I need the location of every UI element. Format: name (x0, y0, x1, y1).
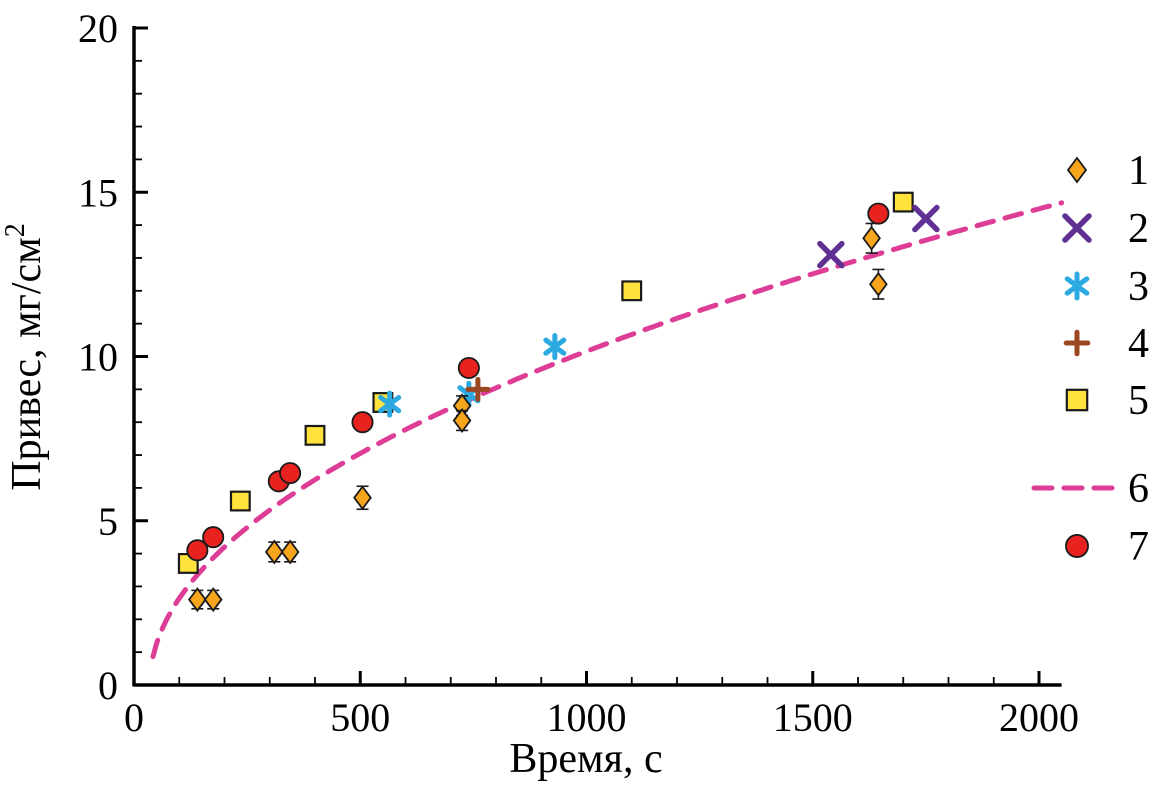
x-tick-label: 1500 (773, 695, 853, 740)
x-tick-label: 500 (330, 695, 390, 740)
diamond-shape (187, 587, 207, 613)
legend-label: 4 (1128, 321, 1149, 367)
diamond-shape (452, 408, 472, 434)
series-1-point (280, 539, 300, 565)
series-7 (186, 202, 890, 562)
square-shape (1065, 388, 1089, 412)
circle-shape (867, 202, 890, 225)
circle-shape (351, 411, 374, 434)
series-5-point (892, 191, 914, 213)
series-1-point (353, 485, 372, 511)
legend-item-2: 2 (1062, 206, 1149, 252)
square-shape (892, 191, 914, 213)
square-shape (621, 280, 643, 302)
series-5-point (621, 280, 643, 302)
legend-label: 6 (1128, 466, 1149, 512)
legend-x-icon (1062, 213, 1092, 243)
diamond-shape (862, 225, 881, 251)
legend-label: 1 (1128, 148, 1149, 194)
legend-item-1: 1 (1066, 148, 1149, 194)
y-tick-label: 10 (78, 335, 118, 380)
legend-item-5: 5 (1065, 378, 1149, 424)
series-1-point (187, 587, 207, 613)
x-shape (817, 240, 845, 269)
x-shape (1062, 213, 1092, 243)
series-1-point (203, 587, 223, 613)
series-5-point (304, 424, 326, 446)
series-1 (187, 222, 888, 613)
y-tick-label: 20 (78, 6, 118, 51)
legend-item-6: 6 (1031, 466, 1149, 512)
series-2-point (912, 204, 940, 233)
legend-item-3: 3 (1064, 264, 1149, 310)
x-tick-label: 1000 (547, 695, 627, 740)
x-tick-label: 0 (124, 695, 144, 740)
diamond-shape (353, 485, 372, 511)
x-axis-title: Время, с (509, 736, 662, 782)
diamond-shape (868, 271, 888, 297)
legend-asterisk-icon (1064, 271, 1090, 301)
series-3-point (378, 390, 402, 418)
series-3-point (543, 333, 567, 361)
diamond-shape (264, 539, 284, 565)
circle-shape (1065, 534, 1089, 558)
circle-shape (202, 526, 225, 549)
legend-label: 2 (1128, 206, 1149, 252)
legend-circle-icon (1065, 534, 1089, 558)
series-1-point (868, 271, 888, 297)
square-shape (229, 490, 251, 512)
diamond-shape (1066, 156, 1088, 184)
series-7-point (867, 202, 890, 225)
y-axis-title-main: Привес, мг/см (4, 237, 50, 490)
asterisk-shape (378, 395, 402, 414)
asterisk-shape (1064, 276, 1090, 296)
series-7-point (457, 356, 480, 380)
circle-shape (457, 356, 480, 380)
series-7-point (186, 539, 209, 562)
series-1-point (264, 539, 284, 565)
circle-shape (279, 462, 302, 485)
legend-item-4: 4 (1063, 321, 1149, 367)
series-4-point (465, 376, 491, 402)
series-3 (378, 333, 567, 418)
fit-curve (150, 200, 1065, 660)
series-4 (465, 376, 491, 402)
y-tick-label: 5 (98, 499, 118, 544)
square-shape (304, 424, 326, 446)
series-2 (817, 204, 940, 269)
series-1-point (862, 225, 881, 251)
series-1-point (452, 408, 472, 434)
legend: 1 2 3 4 5 6 7 (1031, 148, 1149, 570)
legend-item-7: 7 (1065, 524, 1149, 570)
y-axis-title-superscript: 2 (0, 223, 31, 237)
plot-area (150, 191, 1065, 660)
x-shape (912, 204, 940, 233)
series-7-point (202, 526, 225, 549)
series-5 (177, 191, 914, 574)
y-tick-label: 0 (98, 663, 118, 708)
series-7-point (351, 411, 374, 434)
circle-shape (186, 539, 209, 562)
y-tick-label: 15 (78, 170, 118, 215)
axes: 0 500 1000 1500 2000 0 5 10 15 20 Время, с Привес, … (0, 6, 1079, 782)
legend-square-icon (1065, 388, 1089, 412)
x-tick-label: 2000 (999, 695, 1079, 740)
diamond-shape (203, 587, 223, 613)
legend-diamond-icon (1066, 156, 1088, 184)
series-2-point (817, 240, 845, 269)
legend-label: 3 (1128, 264, 1149, 310)
series-7-point (279, 462, 302, 485)
asterisk-shape (543, 337, 567, 356)
legend-label: 7 (1128, 524, 1149, 570)
series-5-point (229, 490, 251, 512)
diamond-shape (280, 539, 300, 565)
legend-label: 5 (1128, 378, 1149, 424)
legend-plus-icon (1063, 329, 1091, 357)
y-axis-title: Привес, мг/см2 (0, 223, 50, 490)
